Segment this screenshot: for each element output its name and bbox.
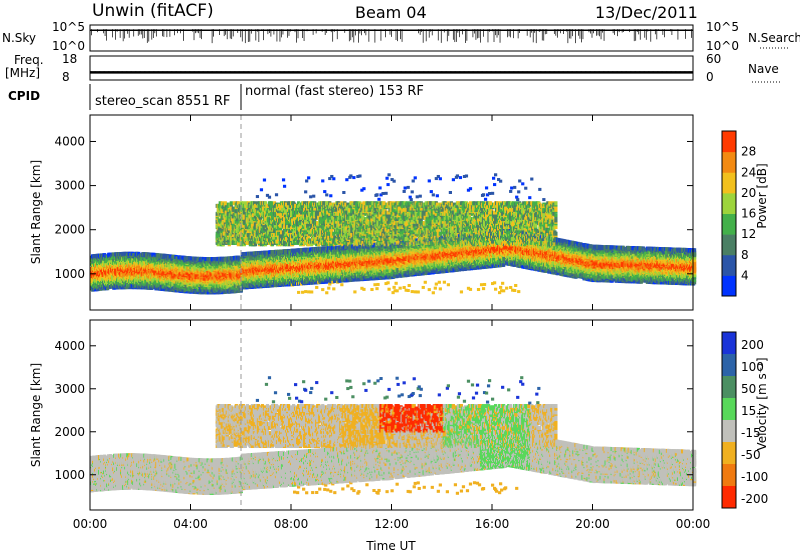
noise-trace xyxy=(90,29,693,43)
freq-tick-top: 18 xyxy=(62,52,77,66)
range-cell xyxy=(256,195,259,198)
date-label: 13/Dec/2011 xyxy=(595,3,698,22)
nave-label: Nave xyxy=(748,62,779,76)
nave-tick-top: 60 xyxy=(706,52,721,66)
range-cell xyxy=(237,242,240,246)
range-cell xyxy=(263,179,266,182)
power-heatmap xyxy=(90,173,696,294)
freq-label: Freq. xyxy=(14,53,44,67)
freq-unit-label: [MHz] xyxy=(5,66,40,80)
noise-right-tick-top: 10^5 xyxy=(706,20,739,34)
noise-right-tick-bottom: 10^0 xyxy=(706,39,739,53)
cpid-label: CPID xyxy=(8,89,40,103)
noise-left-tick-top: 10^5 xyxy=(52,20,85,34)
range-cell xyxy=(224,201,227,205)
range-cell xyxy=(270,201,273,205)
range-cell xyxy=(260,188,263,191)
noise-search-label: N.Search xyxy=(748,31,800,45)
range-cell xyxy=(230,201,233,205)
beam-label: Beam 04 xyxy=(355,3,427,22)
nave-tick-bottom: 0 xyxy=(706,70,714,84)
frequency-panel: Freq. [MHz] 18 8 60 0 Nave xyxy=(5,52,782,84)
cpid-segment-stereo: stereo_scan 8551 RF xyxy=(95,94,230,109)
noise-left-tick-bottom: 10^0 xyxy=(52,39,85,53)
noise-panel: N.Sky 10^5 10^0 10^5 10^0 N.Search xyxy=(2,20,800,53)
range-cell xyxy=(268,196,271,199)
radar-title: Unwin (fitACF) xyxy=(92,1,214,21)
cpid-segment-normal: normal (fast stereo) 153 RF xyxy=(245,84,424,99)
cpid-panel: CPID stereo_scan 8551 RF normal (fast st… xyxy=(8,84,424,110)
freq-tick-bottom: 8 xyxy=(62,70,70,84)
noise-sky-label: N.Sky xyxy=(2,31,36,45)
